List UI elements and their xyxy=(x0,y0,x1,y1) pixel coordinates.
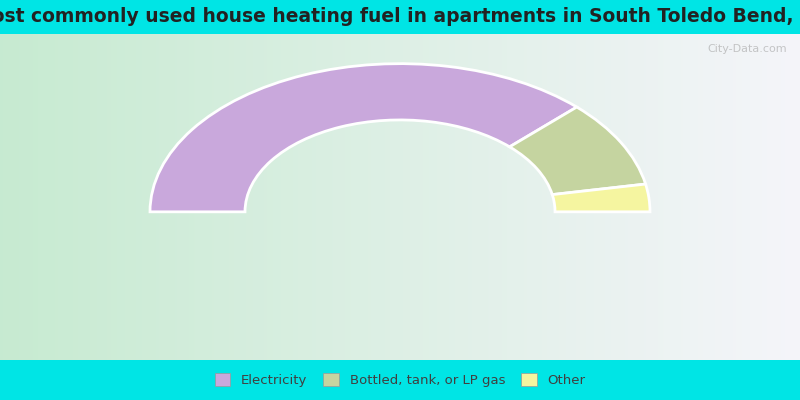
Text: City-Data.com: City-Data.com xyxy=(708,44,787,54)
Wedge shape xyxy=(552,184,650,212)
Wedge shape xyxy=(510,107,646,195)
Text: Most commonly used house heating fuel in apartments in South Toledo Bend, TX: Most commonly used house heating fuel in… xyxy=(0,8,800,26)
Legend: Electricity, Bottled, tank, or LP gas, Other: Electricity, Bottled, tank, or LP gas, O… xyxy=(210,368,590,392)
Wedge shape xyxy=(150,64,577,212)
